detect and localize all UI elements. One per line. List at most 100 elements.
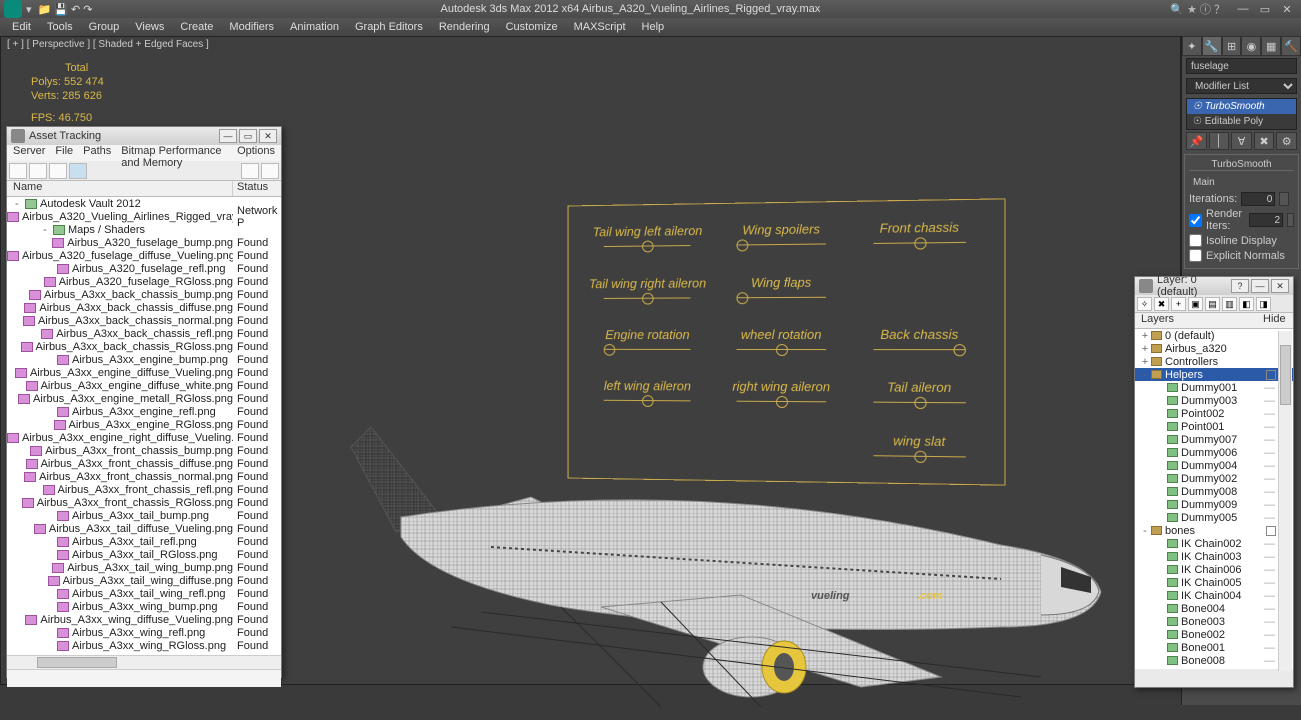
explicit-normals-checkbox[interactable] bbox=[1189, 249, 1202, 262]
rig-slider[interactable] bbox=[736, 344, 826, 356]
minimize-button[interactable]: — bbox=[1251, 279, 1269, 293]
close-button[interactable]: ✕ bbox=[1271, 279, 1289, 293]
stack-toolbar[interactable]: 📌│∀✖⚙ bbox=[1186, 132, 1297, 150]
object-name-input[interactable] bbox=[1186, 58, 1297, 74]
app-logo-icon[interactable] bbox=[4, 0, 22, 18]
layer-row[interactable]: Dummy004— — bbox=[1135, 459, 1293, 472]
layer-row[interactable]: +Airbus_a320 bbox=[1135, 342, 1293, 355]
asset-row[interactable]: Airbus_A3xx_engine_right_diffuse_Vueling… bbox=[7, 431, 281, 444]
asset-row[interactable]: Airbus_A3xx_engine_diffuse_white.pngFoun… bbox=[7, 379, 281, 392]
isoline-checkbox[interactable] bbox=[1189, 234, 1202, 247]
asset-row[interactable]: Airbus_A3xx_front_chassis_normal.pngFoun… bbox=[7, 470, 281, 483]
render-iters-input[interactable] bbox=[1249, 213, 1283, 227]
menu-modifiers[interactable]: Modifiers bbox=[223, 20, 280, 34]
layer-row[interactable]: +Controllers bbox=[1135, 355, 1293, 368]
menu-maxscript[interactable]: MAXScript bbox=[568, 20, 632, 34]
asset-row[interactable]: Airbus_A3xx_back_chassis_refl.pngFound bbox=[7, 327, 281, 340]
rig-slider[interactable] bbox=[873, 344, 965, 356]
menu-customize[interactable]: Customize bbox=[500, 20, 564, 34]
menu-edit[interactable]: Edit bbox=[6, 20, 37, 34]
rig-slider[interactable] bbox=[736, 239, 826, 252]
rollout-title[interactable]: TurboSmooth bbox=[1189, 159, 1294, 171]
info-center[interactable]: 🔍 ★ ⓘ ？ bbox=[1162, 1, 1233, 17]
modifier-item[interactable]: ☉ TurboSmooth bbox=[1187, 99, 1296, 114]
rig-slider[interactable] bbox=[604, 395, 691, 407]
asset-row[interactable]: Airbus_A3xx_tail_diffuse_Vueling.pngFoun… bbox=[7, 522, 281, 535]
asset-row[interactable]: Airbus_A3xx_engine_RGloss.pngFound bbox=[7, 418, 281, 431]
layer-row[interactable]: IK Chain003— — bbox=[1135, 550, 1293, 563]
asset-menu-item[interactable]: Paths bbox=[83, 145, 111, 161]
asset-menu-item[interactable]: Bitmap Performance and Memory bbox=[121, 145, 227, 161]
rig-slider[interactable] bbox=[736, 291, 826, 303]
main-menubar[interactable]: EditToolsGroupViewsCreateModifiersAnimat… bbox=[0, 18, 1301, 36]
render-iters-checkbox[interactable] bbox=[1189, 214, 1202, 227]
menu-group[interactable]: Group bbox=[83, 20, 126, 34]
rig-slider[interactable] bbox=[604, 240, 691, 253]
menu-graph-editors[interactable]: Graph Editors bbox=[349, 20, 429, 34]
asset-row[interactable]: Airbus_A3xx_back_chassis_RGloss.pngFound bbox=[7, 340, 281, 353]
asset-row[interactable]: Airbus_A3xx_engine_bump.pngFound bbox=[7, 353, 281, 366]
asset-row[interactable]: Airbus_A320_Vueling_Airlines_Rigged_vray… bbox=[7, 210, 281, 223]
layer-row[interactable]: Dummy003— — bbox=[1135, 394, 1293, 407]
viewport-label[interactable]: [ + ] [ Perspective ] [ Shaded + Edged F… bbox=[7, 39, 209, 50]
asset-row[interactable]: Airbus_A3xx_front_chassis_diffuse.pngFou… bbox=[7, 457, 281, 470]
menu-views[interactable]: Views bbox=[129, 20, 170, 34]
layer-row[interactable]: -Helpers bbox=[1135, 368, 1293, 381]
asset-row[interactable]: Airbus_A3xx_engine_refl.pngFound bbox=[7, 405, 281, 418]
layer-row[interactable]: Point001— — bbox=[1135, 420, 1293, 433]
rig-slider[interactable] bbox=[604, 344, 691, 356]
menu-animation[interactable]: Animation bbox=[284, 20, 345, 34]
menu-create[interactable]: Create bbox=[174, 20, 219, 34]
modifier-item[interactable]: ☉ Editable Poly bbox=[1187, 114, 1296, 129]
layer-row[interactable]: Dummy007— — bbox=[1135, 433, 1293, 446]
help-button[interactable]: ? bbox=[1231, 279, 1249, 293]
command-panel-tabs[interactable]: ✦🔧 ⊞◉ ▦🔨 bbox=[1182, 36, 1301, 56]
rig-control-panel[interactable]: Tail wing left aileronWing spoilersFront… bbox=[568, 198, 1006, 485]
maximize-button[interactable]: ▭ bbox=[1255, 2, 1275, 16]
layer-row[interactable]: Bone004— — bbox=[1135, 602, 1293, 615]
layer-row[interactable]: Dummy005— — bbox=[1135, 511, 1293, 524]
minimize-button[interactable]: — bbox=[1233, 2, 1253, 16]
asset-row[interactable]: Airbus_A3xx_wing_bump.pngFound bbox=[7, 600, 281, 613]
asset-menu-item[interactable]: File bbox=[55, 145, 73, 161]
asset-menu-item[interactable]: Server bbox=[13, 145, 45, 161]
layers-window[interactable]: Layer: 0 (default) ?—✕ ✧✖+ ▣▤▥ ◧◨ Layers… bbox=[1134, 276, 1294, 688]
asset-row[interactable]: Airbus_A3xx_tail_wing_bump.pngFound bbox=[7, 561, 281, 574]
layer-row[interactable]: IK Chain004— — bbox=[1135, 589, 1293, 602]
iterations-input[interactable] bbox=[1241, 192, 1275, 206]
asset-row[interactable]: Airbus_A3xx_tail_RGloss.pngFound bbox=[7, 548, 281, 561]
asset-tracking-window[interactable]: Asset Tracking —▭✕ ServerFilePathsBitmap… bbox=[6, 126, 282, 678]
modifier-list-select[interactable]: Modifier List bbox=[1186, 78, 1297, 94]
asset-hscrollbar[interactable] bbox=[7, 655, 281, 669]
layer-row[interactable]: +0 (default) bbox=[1135, 329, 1293, 342]
layer-row[interactable]: IK Chain005— — bbox=[1135, 576, 1293, 589]
asset-row[interactable]: Airbus_A3xx_front_chassis_refl.pngFound bbox=[7, 483, 281, 496]
minimize-button[interactable]: — bbox=[219, 129, 237, 143]
asset-row[interactable]: Airbus_A3xx_front_chassis_bump.pngFound bbox=[7, 444, 281, 457]
asset-row[interactable]: Airbus_A320_fuselage_RGloss.pngFound bbox=[7, 275, 281, 288]
layer-row[interactable]: Dummy008— — bbox=[1135, 485, 1293, 498]
asset-row[interactable]: Airbus_A3xx_back_chassis_bump.pngFound bbox=[7, 288, 281, 301]
asset-row[interactable]: Airbus_A320_fuselage_diffuse_Vueling.png… bbox=[7, 249, 281, 262]
rig-slider[interactable] bbox=[873, 397, 965, 410]
asset-row[interactable]: Airbus_A3xx_tail_wing_refl.pngFound bbox=[7, 587, 281, 600]
asset-row[interactable]: Airbus_A320_fuselage_bump.pngFound bbox=[7, 236, 281, 249]
asset-row[interactable]: Airbus_A3xx_back_chassis_normal.pngFound bbox=[7, 314, 281, 327]
layer-row[interactable]: Point002— — bbox=[1135, 407, 1293, 420]
rig-slider[interactable] bbox=[736, 396, 826, 409]
layers-tree[interactable]: +0 (default)+Airbus_a320+Controllers-Hel… bbox=[1135, 329, 1293, 669]
asset-tree[interactable]: -Autodesk Vault 2012Airbus_A320_Vueling_… bbox=[7, 197, 281, 655]
close-button[interactable]: ✕ bbox=[259, 129, 277, 143]
close-button[interactable]: ✕ bbox=[1277, 2, 1297, 16]
layer-row[interactable]: -bones bbox=[1135, 524, 1293, 537]
layer-row[interactable]: IK Chain002— — bbox=[1135, 537, 1293, 550]
layers-toolbar[interactable]: ✧✖+ ▣▤▥ ◧◨ bbox=[1135, 295, 1293, 313]
layer-row[interactable]: Dummy002— — bbox=[1135, 472, 1293, 485]
rig-slider[interactable] bbox=[873, 450, 965, 463]
asset-row[interactable]: Airbus_A3xx_back_chassis_diffuse.pngFoun… bbox=[7, 301, 281, 314]
maximize-button[interactable]: ▭ bbox=[239, 129, 257, 143]
asset-row[interactable]: Airbus_A3xx_wing_refl.pngFound bbox=[7, 626, 281, 639]
layer-row[interactable]: Dummy006— — bbox=[1135, 446, 1293, 459]
layer-row[interactable]: Bone001— — bbox=[1135, 641, 1293, 654]
asset-row[interactable]: Airbus_A3xx_wing_RGloss.pngFound bbox=[7, 639, 281, 652]
